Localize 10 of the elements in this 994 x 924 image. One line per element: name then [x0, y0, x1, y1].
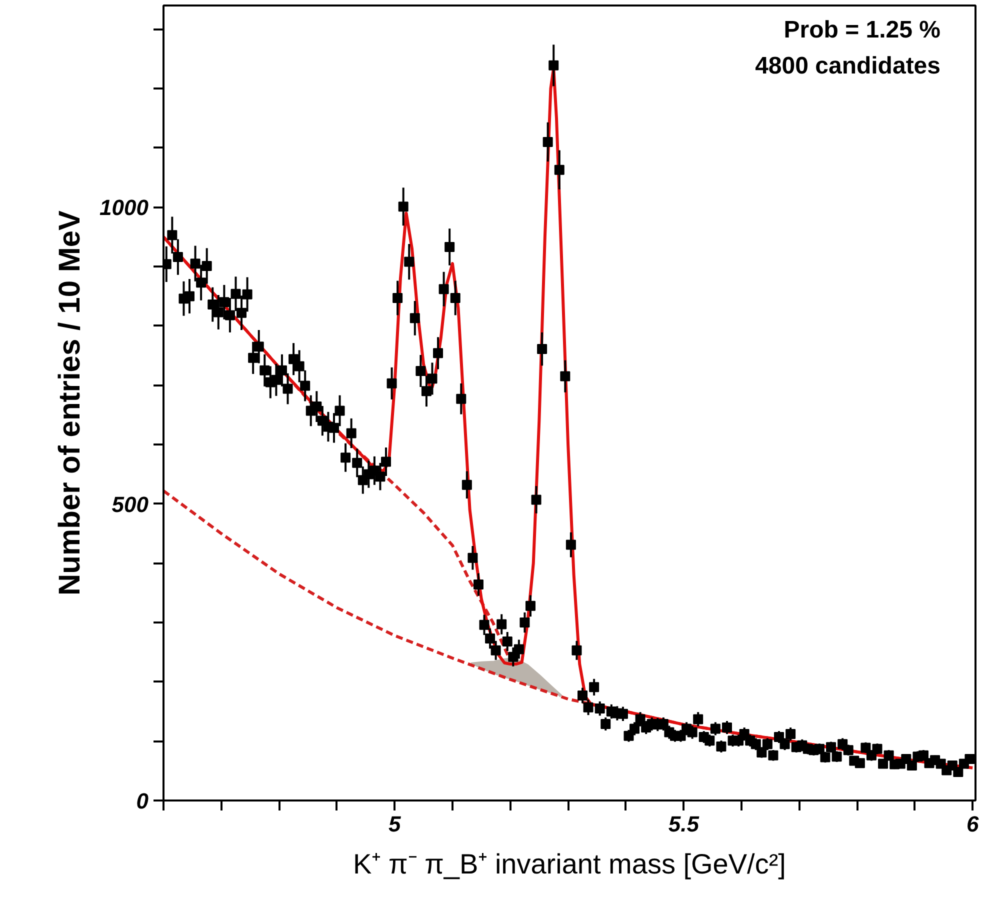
y-tick-label: 0: [136, 788, 150, 814]
y-tick-label: 500: [112, 492, 150, 517]
y-axis-title: Number of entries / 10 MeV: [54, 210, 87, 596]
y-tick-label: 1000: [100, 195, 150, 220]
x-tick-label: 5: [388, 812, 402, 836]
annotation: Prob = 1.25 %: [784, 16, 941, 44]
x-axis-title: K⁺ π⁻ π_B⁺ invariant mass [GeV/c²]: [353, 848, 786, 880]
x-tick-label: 6: [966, 812, 980, 836]
annotation: 4800 candidates: [755, 52, 940, 80]
x-tick-label: 5.5: [668, 812, 700, 836]
